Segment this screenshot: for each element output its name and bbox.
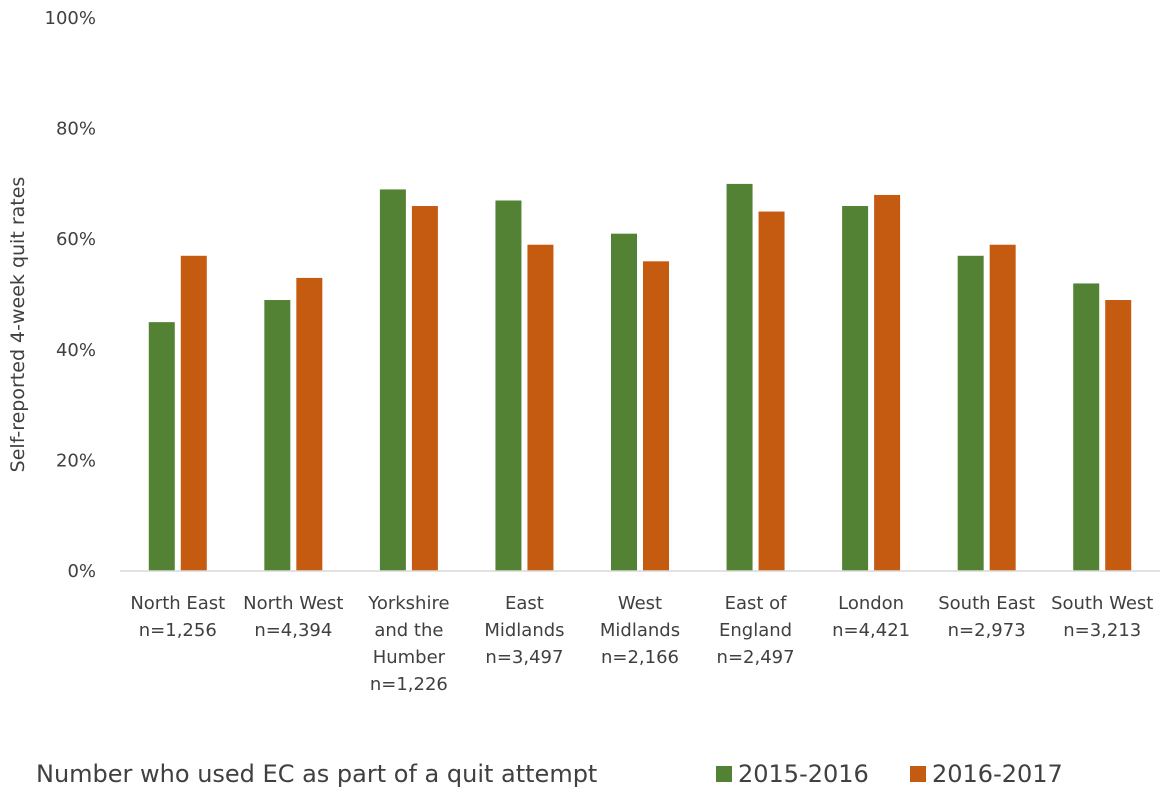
category-label-line: n=2,497: [717, 647, 795, 668]
y-tick-label: 20%: [56, 450, 96, 471]
category-label: London n=4,421: [832, 593, 910, 641]
category-labels: North East n=1,256 North West n=4,394 Yorksh…: [130, 593, 1153, 695]
category-label-line: n=1,226: [370, 674, 448, 695]
category-label-line: East: [505, 593, 544, 614]
bar-2016-2017-north-west: [296, 277, 323, 571]
bar-2015-2016-north-west: [264, 300, 291, 571]
bar-2015-2016-london: [842, 206, 869, 571]
legend-swatch: [716, 766, 732, 782]
category-label: South East n=2,973: [938, 593, 1035, 641]
legend: 2015-2016 2016-2017: [716, 760, 1063, 788]
bar-2016-2017-south-west: [1105, 300, 1132, 571]
category-label-line: and the: [374, 620, 443, 641]
category-label: East Midlands n=3,497: [484, 593, 564, 668]
category-label-line: South East: [938, 593, 1035, 614]
category-label: North East n=1,256: [130, 593, 225, 641]
bar-2016-2017-east-of: [758, 211, 785, 572]
category-label-line: n=4,394: [254, 620, 332, 641]
y-axis-ticks: 0% 20% 40% 60% 80% 100%: [45, 8, 96, 582]
x-axis-caption: Number who used EC as part of a quit att…: [36, 760, 597, 788]
category-label-line: East of: [725, 593, 788, 614]
bar-2016-2017-london: [874, 194, 901, 571]
bar-2016-2017-yorkshire: [411, 206, 438, 571]
legend-swatch: [910, 766, 926, 782]
bar-2015-2016-south-east: [957, 255, 984, 572]
category-label: Yorkshire and the Humber n=1,226: [367, 593, 449, 695]
bar-2015-2016-east-of: [726, 183, 753, 571]
category-label: South West n=3,213: [1051, 593, 1153, 641]
category-label-line: n=1,256: [139, 620, 217, 641]
bar-2015-2016-east: [495, 200, 522, 572]
category-label-line: North West: [243, 593, 343, 614]
bar-2015-2016-west: [611, 233, 637, 572]
bars: [148, 183, 1132, 572]
category-label-line: Midlands: [600, 620, 680, 641]
bar-2016-2017-south-east: [989, 244, 1016, 572]
category-label-line: Yorkshire: [367, 593, 449, 614]
bar-2015-2016-north-east: [148, 322, 175, 571]
category-label-line: North East: [130, 593, 225, 614]
bar-2016-2017-west: [643, 261, 669, 571]
category-label-line: n=2,166: [601, 647, 679, 668]
y-tick-label: 80%: [56, 119, 96, 140]
category-label-line: London: [838, 593, 904, 614]
legend-label: 2015-2016: [738, 760, 869, 788]
y-tick-label: 40%: [56, 340, 96, 361]
category-label-line: n=4,421: [832, 620, 910, 641]
y-axis-title: Self-reported 4-week quit rates: [7, 177, 29, 473]
legend-label: 2016-2017: [932, 760, 1063, 788]
y-tick-label: 100%: [45, 8, 96, 29]
category-label: East of England n=2,497: [717, 593, 795, 668]
category-label-line: West: [618, 593, 662, 614]
category-label-line: England: [719, 620, 792, 641]
category-label-line: n=2,973: [948, 620, 1026, 641]
category-label-line: South West: [1051, 593, 1153, 614]
bar-2015-2016-yorkshire: [379, 189, 406, 571]
category-label: West Midlands n=2,166: [600, 593, 680, 668]
category-label-line: Humber: [373, 647, 446, 668]
y-tick-label: 0%: [67, 561, 96, 582]
y-tick-label: 60%: [56, 229, 96, 250]
category-label-line: n=3,497: [485, 647, 563, 668]
category-label-line: n=3,213: [1063, 620, 1141, 641]
category-label-line: Midlands: [484, 620, 564, 641]
category-label: North West n=4,394: [243, 593, 343, 641]
bar-2015-2016-south-west: [1073, 283, 1100, 571]
bar-2016-2017-north-east: [180, 255, 207, 572]
bar-2016-2017-east: [527, 244, 554, 572]
